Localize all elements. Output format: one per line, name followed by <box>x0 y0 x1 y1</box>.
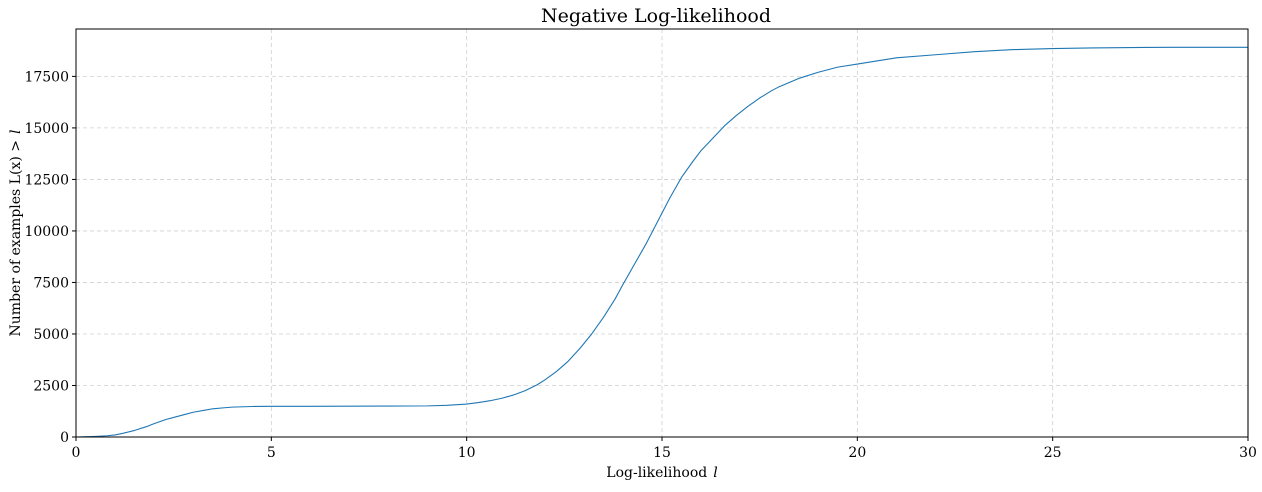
x-axis-ticks: 0 5 10 15 20 25 30 <box>72 437 1257 461</box>
x-axis-label: Log-likelihood l <box>606 465 717 481</box>
x-tick-label: 5 <box>267 445 276 461</box>
y-axis-ticks: 0 2500 5000 7500 10000 12500 15000 17500 <box>24 69 76 446</box>
y-tick-label: 7500 <box>33 275 69 291</box>
x-tick-label: 10 <box>458 445 476 461</box>
x-tick-label: 30 <box>1239 445 1257 461</box>
y-tick-label: 2500 <box>33 378 69 394</box>
series-line-layer <box>75 46 1249 438</box>
x-axis-label-var: l <box>713 465 717 481</box>
x-tick-label: 20 <box>848 445 866 461</box>
x-tick-label: 15 <box>653 445 671 461</box>
y-axis-label-var: l <box>8 130 24 134</box>
chart-title: Negative Log-likelihood <box>541 5 771 27</box>
y-tick-label: 15000 <box>24 121 69 137</box>
y-axis-label: Number of examples L(x) > l <box>8 130 24 337</box>
y-tick-label: 10000 <box>24 224 69 240</box>
x-axis-label-text: Log-likelihood <box>606 465 707 481</box>
y-tick-label: 5000 <box>33 327 69 343</box>
x-tick-label: 25 <box>1044 445 1062 461</box>
y-tick-label: 0 <box>60 430 69 446</box>
y-tick-label: 17500 <box>24 69 69 85</box>
y-tick-label: 12500 <box>24 172 69 188</box>
grid <box>75 29 1249 438</box>
y-axis-label-text: Number of examples L(x) > <box>8 140 24 336</box>
x-tick-label: 0 <box>72 445 81 461</box>
series-line <box>75 46 1249 438</box>
